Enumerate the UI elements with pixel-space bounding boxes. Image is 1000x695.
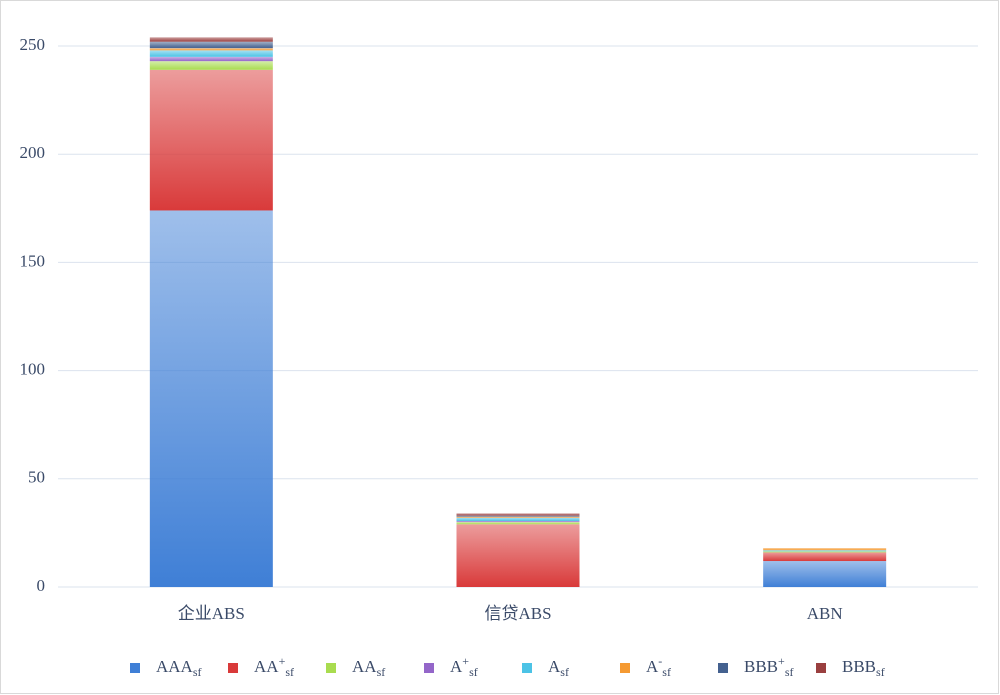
bar-segment [456,515,580,517]
bar-segment [763,550,887,552]
legend-label: A-sf [646,654,671,679]
legend-label: Asf [548,657,569,679]
legend-label: AAAsf [156,657,202,679]
y-tick-label: 50 [28,468,45,487]
bar-segment [456,516,580,518]
bar-segment [456,517,580,521]
legend-label: BBB+sf [744,654,793,679]
bar-segment [456,524,580,587]
legend-swatch [816,663,826,673]
bar-segment [763,552,887,562]
legend-swatch [620,663,630,673]
legend-label: AAsf [352,657,385,679]
bar-segment [149,41,273,49]
bar-segment [456,513,580,516]
x-tick-label: 企业ABS [178,604,245,623]
bar-segment [149,61,273,70]
bar-segment [149,56,273,62]
legend-swatch [424,663,434,673]
legend-swatch [326,663,336,673]
y-tick-label: 250 [20,35,46,54]
x-tick-label: ABN [807,604,843,623]
x-tick-label: 信贷ABS [484,604,551,623]
bar-segment [149,210,273,588]
y-tick-label: 100 [20,360,46,379]
bar-segment [149,69,273,211]
bar-segment [456,522,580,525]
y-tick-label: 150 [20,251,46,270]
legend-swatch [130,663,140,673]
legend-swatch [522,663,532,673]
legend-label: A+sf [450,654,478,679]
bar-segment [763,551,887,553]
legend-swatch [228,663,238,673]
bar-segment [149,37,273,42]
bar-segment [763,561,887,587]
legend-swatch [718,663,728,673]
legend-label: BBBsf [842,657,885,679]
bar-segment [763,548,887,551]
bar-segment [149,50,273,57]
bar-segment [149,48,273,51]
y-tick-label: 200 [20,143,46,162]
y-tick-label: 0 [37,576,46,595]
bar-segment [456,520,580,523]
legend-label: AA+sf [254,654,294,679]
